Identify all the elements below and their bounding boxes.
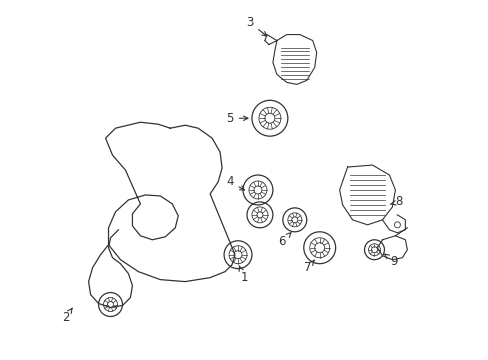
Text: 9: 9	[384, 254, 397, 268]
Text: 6: 6	[278, 233, 290, 248]
Text: 7: 7	[304, 260, 314, 274]
Text: 2: 2	[62, 308, 72, 324]
Text: 4: 4	[226, 175, 244, 190]
Text: 5: 5	[226, 112, 247, 125]
Text: 1: 1	[239, 266, 247, 284]
Text: 3: 3	[246, 16, 266, 36]
Text: 8: 8	[389, 195, 402, 208]
